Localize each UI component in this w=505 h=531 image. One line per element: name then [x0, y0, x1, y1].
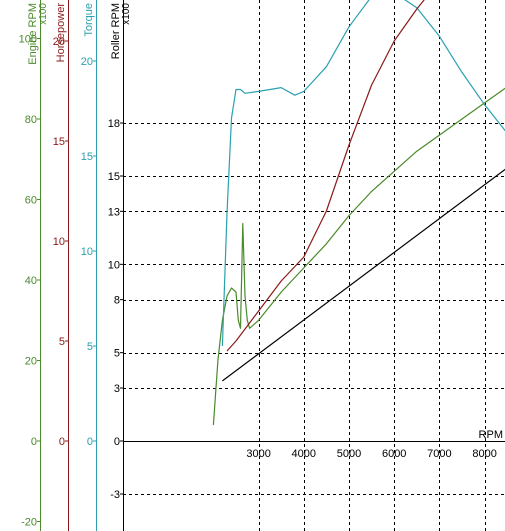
roller-tick-label: 10 [108, 259, 120, 271]
engine-tick-label: 40 [25, 275, 37, 287]
roller-tick-label: -3 [110, 489, 120, 501]
x-tick-label: 7000 [427, 448, 451, 460]
hp-tick-label: 15 [53, 136, 65, 148]
x-tick-label: 4000 [292, 448, 316, 460]
roller-tick-label: 13 [108, 206, 120, 218]
hp-tick-label: 10 [53, 236, 65, 248]
engine-tick-label: 0 [31, 436, 37, 448]
engine-axis-scale-note: x100 [38, 3, 49, 25]
roller-axis-scale-note: x100 [121, 3, 132, 25]
x-axis-title: RPM [479, 429, 503, 441]
torque-tick-label: 20 [81, 56, 93, 68]
x-tick-label: 6000 [382, 448, 406, 460]
roller-tick-label: 15 [108, 171, 120, 183]
engine-axis-title: Engine RPM [27, 3, 39, 65]
engine-tick-label: 80 [25, 114, 37, 126]
engine-tick-label: 60 [25, 195, 37, 207]
roller-axis-title: Roller RPM [110, 3, 122, 59]
torque-tick-label: 0 [87, 436, 93, 448]
roller-tick-label: 3 [114, 383, 120, 395]
torque-tick-label: 5 [87, 341, 93, 353]
hp-series-line [226, 0, 425, 352]
torque-axis-title: Torque [83, 3, 95, 37]
hp-tick-label: 0 [59, 436, 65, 448]
engine-tick-label: -20 [21, 517, 37, 529]
x-tick-label: 3000 [246, 448, 270, 460]
roller-tick-label: 0 [114, 436, 120, 448]
hp-tick-label: 5 [59, 336, 65, 348]
torque-tick-label: 15 [81, 151, 93, 163]
engine-tick-label: 100 [19, 34, 37, 46]
engine-series-line [212, 87, 505, 425]
x-tick-label: 5000 [337, 448, 361, 460]
hp-axis-title: Horsepower [55, 3, 67, 63]
engine-tick-label: 20 [25, 356, 37, 368]
hp-tick-label: 20 [53, 36, 65, 48]
roller-series-line [222, 168, 505, 382]
roller-tick-label: 8 [114, 295, 120, 307]
roller-tick-label: 5 [114, 348, 120, 360]
torque-tick-label: 10 [81, 246, 93, 258]
roller-tick-label: 18 [108, 118, 120, 130]
x-tick-label: 8000 [472, 448, 496, 460]
torque-series-line [221, 0, 505, 347]
